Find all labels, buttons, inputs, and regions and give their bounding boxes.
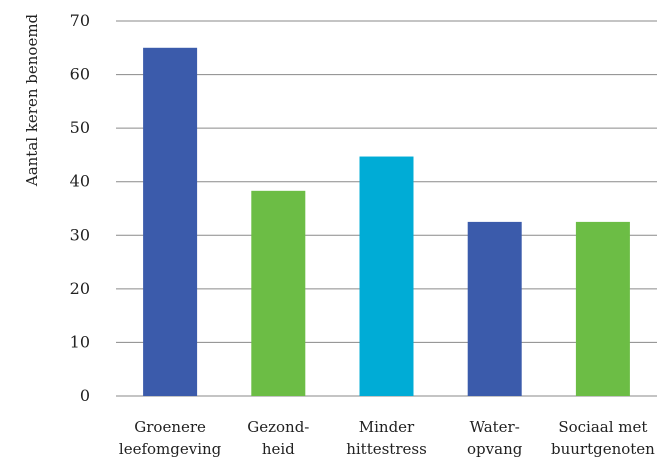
bar-4: [467, 221, 522, 396]
bars: [143, 47, 630, 397]
y-tick-label: 20: [70, 279, 90, 298]
x-category-label: leefomgeving: [119, 440, 222, 458]
bar-2: [251, 190, 306, 396]
bar-5: [575, 221, 630, 396]
y-tick-label: 70: [70, 11, 90, 30]
x-category-label: Sociaal met: [558, 418, 647, 436]
y-axis-label: Aantal keren benoemd: [23, 13, 41, 187]
y-tick-label: 40: [70, 172, 90, 191]
x-axis-labels: Groenere leefomgeving Gezond-heid Minder hit…: [119, 418, 655, 458]
x-category-label: hittestress: [346, 440, 427, 458]
x-category-label: heid: [262, 440, 295, 458]
bar-1: [143, 47, 198, 397]
bar-3: [359, 156, 414, 396]
x-category-label: opvang: [467, 440, 523, 458]
y-tick-label: 0: [80, 386, 90, 405]
y-tick-label: 50: [70, 118, 90, 137]
y-tick-label: 30: [70, 225, 90, 244]
x-category-label: Minder: [359, 418, 415, 436]
x-category-label: Gezond-: [247, 418, 309, 436]
x-category-label: Groenere: [134, 418, 206, 436]
x-category-label: Water-: [470, 418, 520, 436]
y-axis-ticks: 0 10 20 30 40 50 60 70: [70, 11, 90, 405]
y-tick-label: 60: [70, 65, 90, 84]
y-tick-label: 10: [70, 332, 90, 351]
x-category-label: buurtgenoten: [551, 440, 655, 458]
